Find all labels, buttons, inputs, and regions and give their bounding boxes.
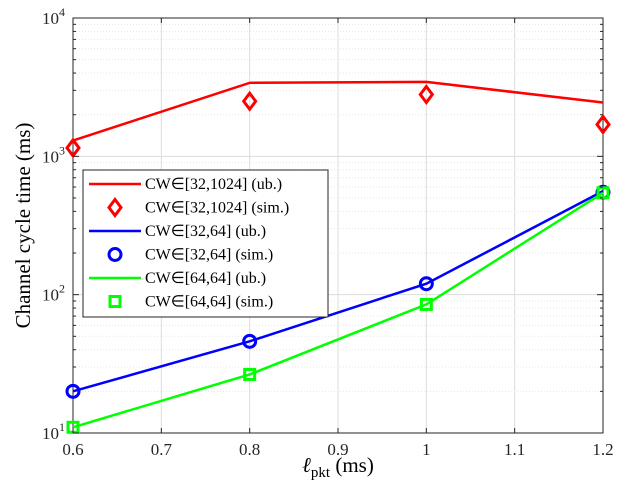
legend-entry-label: CW∈[32,1024] (sim.) [145, 200, 289, 217]
legend-entry-label: CW∈[64,64] (sim.) [145, 294, 273, 311]
x-tick-label: 0.6 [62, 440, 83, 459]
x-tick-label: 1.2 [592, 440, 613, 459]
diamond-marker [241, 90, 258, 112]
series-line [72, 190, 604, 393]
diamond-marker [595, 113, 611, 135]
y-tick-exponent: 1 [59, 420, 65, 434]
circle-marker [242, 333, 258, 349]
y-tick-base: 10 [42, 424, 59, 443]
x-tick-label: 1.1 [504, 440, 525, 459]
y-tick-base: 10 [42, 286, 59, 305]
x-axis-label-unit: (ms) [330, 453, 374, 477]
series-4 [72, 191, 604, 429]
diamond-marker [107, 197, 123, 218]
series-0 [72, 80, 604, 142]
x-tick-label: 0.7 [151, 440, 173, 459]
x-axis-label: ℓpkt (ms) [302, 453, 374, 481]
series-line [72, 80, 604, 142]
circle-marker [418, 276, 434, 292]
y-tick-exponent: 3 [59, 143, 65, 157]
circle-marker [107, 247, 123, 262]
legend-entry-label: CW∈[32,64] (ub.) [145, 223, 266, 240]
y-tick-label: 103 [42, 143, 65, 166]
y-tick-base: 10 [42, 147, 59, 166]
y-axis-label: Channel cycle time (ms) [11, 123, 35, 329]
y-tick-label: 104 [42, 5, 65, 28]
y-tick-exponent: 4 [59, 5, 65, 19]
x-axis-label-subscript: pkt [311, 465, 331, 481]
series-line [72, 191, 604, 429]
square-marker [243, 367, 257, 381]
legend-entry-label: CW∈[32,64] (sim.) [145, 247, 273, 264]
x-axis-label-symbol: ℓ [302, 453, 311, 477]
y-tick-base: 10 [42, 9, 59, 28]
y-tick-exponent: 2 [59, 282, 65, 296]
circle-marker [65, 383, 81, 399]
legend: CW∈[32,1024] (ub.) CW∈[32,1024] (sim.) CW∈… [82, 169, 329, 318]
x-tick-label: 1 [422, 440, 431, 459]
y-tick-label: 101 [42, 420, 65, 443]
square-marker [419, 297, 433, 311]
y-tick-label: 102 [42, 282, 65, 305]
legend-box [82, 169, 329, 318]
square-marker [108, 295, 122, 308]
legend-entry-label: CW∈[32,1024] (ub.) [145, 176, 282, 193]
x-tick-label: 0.9 [327, 440, 348, 459]
diamond-marker [418, 83, 435, 105]
series-2 [72, 190, 604, 393]
legend-entry-label: CW∈[64,64] (ub.) [145, 270, 266, 287]
x-tick-label: 0.8 [239, 440, 260, 459]
